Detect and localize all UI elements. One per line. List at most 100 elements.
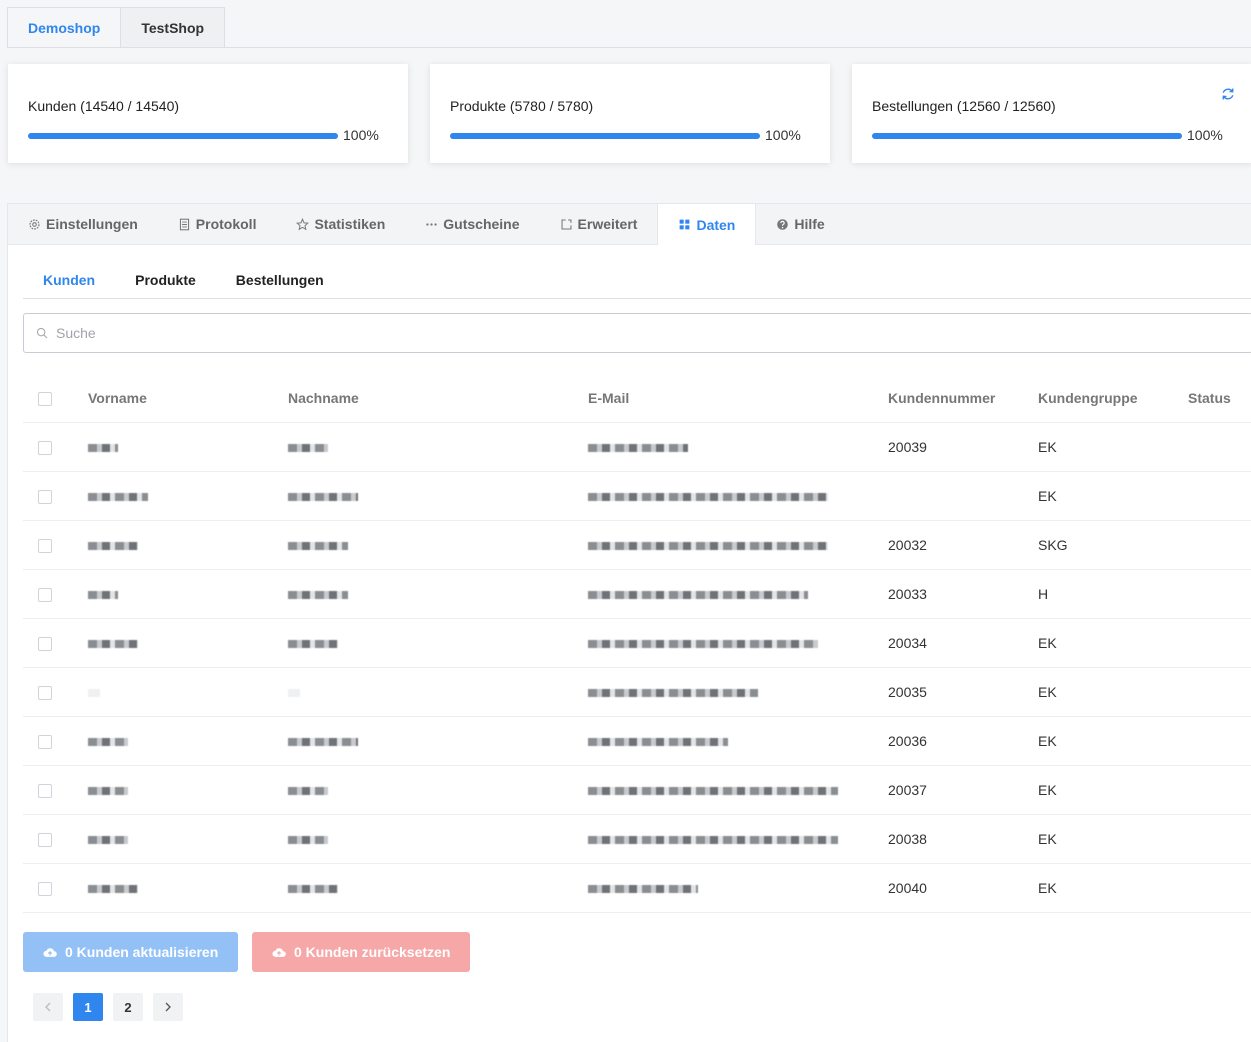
cell-nachname xyxy=(288,716,588,766)
cell-kundengruppe: SKG xyxy=(1038,520,1188,570)
star-icon xyxy=(296,217,310,230)
table-row[interactable]: 20037 EK xyxy=(23,765,1251,815)
page-button-2[interactable]: 2 xyxy=(113,993,143,1021)
col-kundengruppe[interactable]: Kundengruppe xyxy=(1038,374,1188,423)
cell-vorname xyxy=(88,863,288,913)
redacted-text xyxy=(588,591,808,600)
redacted-text xyxy=(288,689,300,698)
row-checkbox[interactable] xyxy=(38,784,52,799)
redacted-text xyxy=(88,591,118,600)
cell-nachname xyxy=(288,667,588,717)
row-checkbox[interactable] xyxy=(38,882,52,897)
table-row[interactable]: 20033 H xyxy=(23,569,1251,619)
search-box xyxy=(23,313,1251,353)
col-kundennummer[interactable]: Kundennummer xyxy=(888,374,1038,423)
redacted-text xyxy=(88,787,128,796)
redacted-text xyxy=(288,885,338,894)
dots-icon xyxy=(426,222,437,226)
cell-vorname xyxy=(88,667,288,717)
row-checkbox[interactable] xyxy=(38,637,52,652)
row-checkbox[interactable] xyxy=(38,441,52,456)
stat-card-products: Produkte (5780 / 5780) 100% xyxy=(430,64,830,163)
row-checkbox[interactable] xyxy=(38,735,52,750)
row-checkbox[interactable] xyxy=(38,686,52,701)
table-row[interactable]: 20036 EK xyxy=(23,716,1251,766)
update-customers-button[interactable]: 0 Kunden aktualisieren xyxy=(23,932,239,972)
redacted-text xyxy=(588,738,728,747)
tab-gutscheine[interactable]: Gutscheine xyxy=(405,204,539,244)
document-icon xyxy=(179,218,189,230)
next-page-button[interactable] xyxy=(153,993,183,1021)
subtab-kunden[interactable]: Kunden xyxy=(43,272,96,288)
cloud-upload-icon xyxy=(43,948,57,957)
cell-email xyxy=(588,814,888,864)
prev-page-button[interactable] xyxy=(33,993,63,1021)
tab-daten[interactable]: Daten xyxy=(657,204,757,245)
table-row[interactable]: 20032 SKG xyxy=(23,520,1251,570)
chevron-right-icon xyxy=(165,1002,171,1012)
cell-status xyxy=(1188,471,1251,521)
row-checkbox[interactable] xyxy=(38,539,52,554)
tab-label: Gutscheine xyxy=(443,216,520,232)
tab-hilfe[interactable]: Hilfe xyxy=(756,204,844,244)
stat-label: Kunden (14540 / 14540) xyxy=(28,98,180,114)
cell-email xyxy=(588,618,888,668)
table-row[interactable]: 20038 EK xyxy=(23,814,1251,864)
cell-status xyxy=(1188,520,1251,570)
row-checkbox-cell xyxy=(23,422,88,472)
row-checkbox-cell xyxy=(23,569,88,619)
redacted-text xyxy=(288,444,328,453)
subtab-bestellungen[interactable]: Bestellungen xyxy=(235,272,324,288)
cell-kundennummer: 20037 xyxy=(888,765,1038,815)
cell-status xyxy=(1188,765,1251,815)
refresh-icon[interactable] xyxy=(1221,87,1235,101)
col-status[interactable]: Status xyxy=(1188,374,1251,423)
table-row[interactable]: 20035 EK xyxy=(23,667,1251,717)
page-button-1[interactable]: 1 xyxy=(73,993,103,1021)
cell-email xyxy=(588,765,888,815)
redacted-text xyxy=(588,885,698,894)
cell-kundennummer: 20032 xyxy=(888,520,1038,570)
table-row[interactable]: 20034 EK xyxy=(23,618,1251,668)
progress-bar-fill xyxy=(28,133,338,139)
stat-card-orders: Bestellungen (12560 / 12560) 100% xyxy=(852,64,1251,163)
stat-card-customers: Kunden (14540 / 14540) 100% xyxy=(8,64,408,163)
pagination: 1 2 xyxy=(33,993,183,1021)
select-all-checkbox[interactable] xyxy=(38,392,52,407)
col-email[interactable]: E-Mail xyxy=(588,374,888,423)
subtab-produkte[interactable]: Produkte xyxy=(135,272,196,288)
redacted-text xyxy=(288,836,328,845)
col-vorname[interactable]: Vorname xyxy=(88,374,288,423)
cell-kundennummer: 20034 xyxy=(888,618,1038,668)
row-checkbox-cell xyxy=(23,618,88,668)
tab-statistiken[interactable]: Statistiken xyxy=(276,204,405,244)
search-input[interactable] xyxy=(54,324,658,342)
tab-protokoll[interactable]: Protokoll xyxy=(158,204,277,244)
col-nachname[interactable]: Nachname xyxy=(288,374,588,423)
reset-customers-button[interactable]: 0 Kunden zurücksetzen xyxy=(252,932,471,972)
tab-testshop[interactable]: TestShop xyxy=(121,7,226,47)
redacted-text xyxy=(588,787,838,796)
cell-kundennummer: 20038 xyxy=(888,814,1038,864)
row-checkbox[interactable] xyxy=(38,833,52,848)
row-checkbox-cell xyxy=(23,520,88,570)
redacted-text xyxy=(88,444,118,453)
table-row[interactable]: 20039 EK xyxy=(23,422,1251,472)
row-checkbox[interactable] xyxy=(38,588,52,603)
tab-erweitert[interactable]: Erweitert xyxy=(540,204,658,244)
redacted-text xyxy=(288,493,358,502)
cell-kundengruppe: EK xyxy=(1038,765,1188,815)
tab-einstellungen[interactable]: Einstellungen xyxy=(8,204,158,244)
cell-status xyxy=(1188,863,1251,913)
redacted-text xyxy=(288,640,338,649)
cell-vorname xyxy=(88,471,288,521)
cell-kundengruppe: H xyxy=(1038,569,1188,619)
tab-label: Erweitert xyxy=(577,216,638,232)
stat-label: Produkte (5780 / 5780) xyxy=(450,98,594,114)
table-row[interactable]: 20040 EK xyxy=(23,863,1251,913)
redacted-text xyxy=(88,689,100,698)
tab-demoshop[interactable]: Demoshop xyxy=(7,7,122,47)
tab-label: Statistiken xyxy=(314,216,386,232)
row-checkbox[interactable] xyxy=(38,490,52,505)
table-row[interactable]: EK xyxy=(23,471,1251,521)
